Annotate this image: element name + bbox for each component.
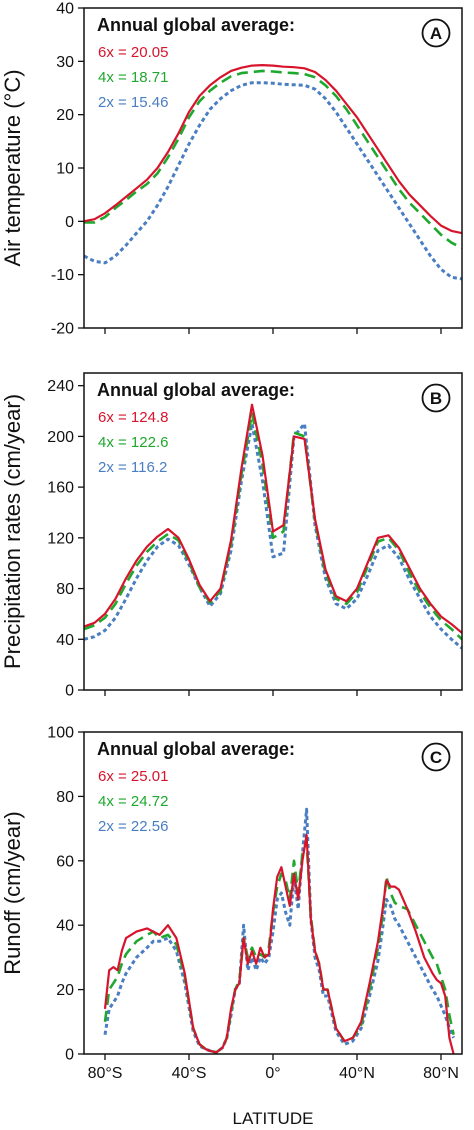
y-tick-label: 120 xyxy=(47,530,74,547)
y-axis-label: Air temperature (°C) xyxy=(0,69,25,266)
panel-letter: B xyxy=(430,389,442,408)
x-tick-label: 40°S xyxy=(172,1065,207,1082)
y-tick-label: -20 xyxy=(51,321,74,338)
legend-entry-2x: 2x = 15.46 xyxy=(98,94,168,111)
y-tick-label: 0 xyxy=(65,214,74,231)
y-tick-label: 30 xyxy=(56,54,74,71)
series-line-6x xyxy=(84,403,462,634)
legend-title: Annual global average: xyxy=(97,15,295,35)
legend-entry-4x: 4x = 122.6 xyxy=(98,434,168,451)
panel-c: 0 20 40 60 80 100 Runoff (cm/year) Annual globa… xyxy=(0,725,463,1064)
series-line-4x xyxy=(84,412,462,641)
series-line-2x xyxy=(103,807,455,1054)
series-group xyxy=(84,63,462,281)
y-tick-label: 10 xyxy=(56,161,74,178)
y-tick-label: 160 xyxy=(47,480,74,497)
legend-entry-6x: 6x = 124.8 xyxy=(98,409,168,426)
series-line-2x xyxy=(84,422,462,650)
y-tick-label: 0 xyxy=(65,683,74,700)
legend-title: Annual global average: xyxy=(97,739,295,759)
y-tick-label: 80 xyxy=(56,789,74,806)
x-tick-label: 80°S xyxy=(88,1065,123,1082)
x-axis-label: LATITUDE xyxy=(233,1109,314,1128)
legend-entry-2x: 2x = 22.56 xyxy=(98,818,168,835)
panel-badge xyxy=(421,18,451,48)
panel-badge xyxy=(421,742,451,772)
series-group xyxy=(103,807,455,1054)
x-tick-label: 40°N xyxy=(339,1065,375,1082)
legend-entry-2x: 2x = 116.2 xyxy=(98,459,167,476)
y-tick-label: 20 xyxy=(56,982,74,999)
series-line-6x xyxy=(84,63,462,235)
x-tick-label: 80°N xyxy=(423,1065,459,1082)
series-line-2x xyxy=(84,81,462,281)
y-tick-label: 240 xyxy=(47,378,74,395)
legend-entry-6x: 6x = 20.05 xyxy=(98,44,168,61)
panel-badge xyxy=(421,383,451,413)
y-tick-label: 20 xyxy=(56,107,74,124)
legend-title: Annual global average: xyxy=(97,380,295,400)
y-tick-label: 40 xyxy=(56,1,74,18)
series-line-4x xyxy=(84,69,462,250)
panel-b: 0 40 80 120 160 200 240 Precipitation rates (cm… xyxy=(0,372,463,700)
y-tick-label: 100 xyxy=(47,725,74,742)
legend-entry-6x: 6x = 25.01 xyxy=(98,768,168,785)
series-group xyxy=(84,403,462,650)
y-tick-label: -10 xyxy=(51,267,74,284)
y-tick-label: 80 xyxy=(56,581,74,598)
y-tick-label: 40 xyxy=(56,918,74,935)
x-tick-label: 0° xyxy=(265,1065,280,1082)
x-axis: 80°S 40°S 0° 40°N 80°N LATITUDE xyxy=(88,1065,459,1128)
panel-a: -20 -10 0 10 20 30 40 Air temperature (°C) Annua… xyxy=(0,1,463,338)
legend-entry-4x: 4x = 24.72 xyxy=(98,793,168,810)
y-tick-label: 40 xyxy=(56,632,74,649)
y-tick-label: 200 xyxy=(47,429,74,446)
legend-entry-4x: 4x = 18.71 xyxy=(98,69,168,86)
y-axis-label: Precipitation rates (cm/year) xyxy=(0,394,25,669)
panel-letter: C xyxy=(430,748,442,767)
panel-letter: A xyxy=(430,24,442,43)
y-axis-label: Runoff (cm/year) xyxy=(0,811,25,974)
y-tick-label: 60 xyxy=(56,853,74,870)
series-line-6x xyxy=(103,833,455,1054)
y-tick-label: 0 xyxy=(65,1047,74,1064)
series-line-4x xyxy=(103,840,455,1054)
